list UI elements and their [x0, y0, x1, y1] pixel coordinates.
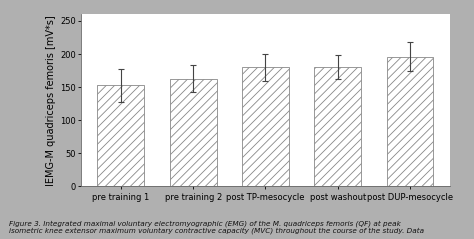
- Text: Figure 3. Integrated maximal voluntary electromyographic (EMG) of the M. quadric: Figure 3. Integrated maximal voluntary e…: [9, 220, 425, 234]
- Bar: [242, 67, 289, 186]
- Bar: [170, 79, 217, 186]
- Bar: [97, 85, 145, 186]
- Bar: [314, 67, 361, 186]
- Bar: [386, 57, 434, 186]
- Y-axis label: IEMG-M quadriceps femoris [mV*s]: IEMG-M quadriceps femoris [mV*s]: [46, 15, 56, 186]
